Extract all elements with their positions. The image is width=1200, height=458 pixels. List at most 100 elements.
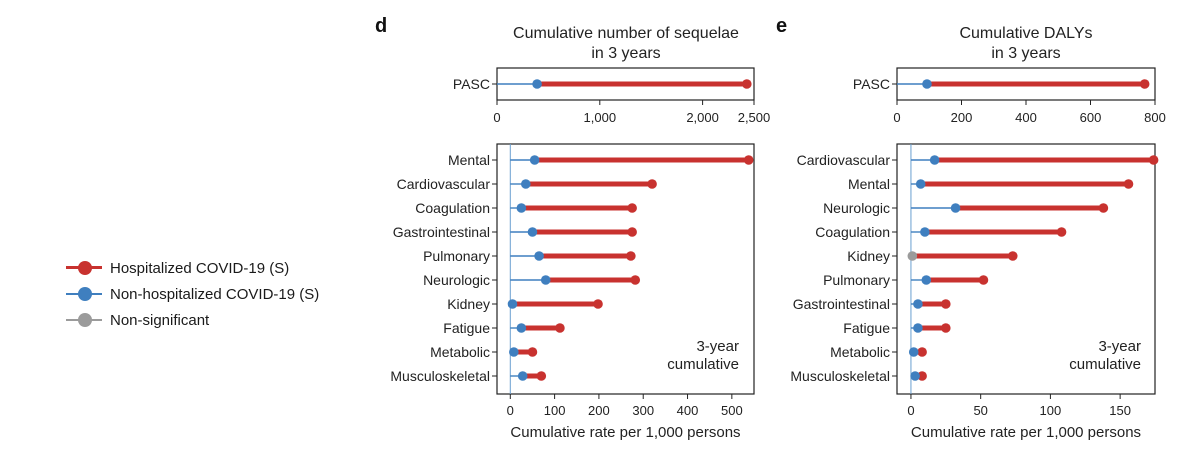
panel-d-label: d [375, 15, 387, 37]
panel-e-fatigue-non-hospitalized-point [913, 323, 923, 333]
panel-e-mental-non-hospitalized-point [915, 179, 926, 189]
panel-e-title-line: in 3 years [991, 45, 1060, 62]
panel-e-bottom-tick-label: 50 [973, 403, 987, 418]
panel-d-pulmonary-hospitalized-point [626, 251, 636, 261]
panel-d-coagulation-hospitalized-point [627, 203, 637, 213]
panel-d-top-pasc-non-hospitalized-point [532, 79, 542, 89]
panel-e-category-label: Fatigue [843, 320, 890, 336]
panel-e-neurologic-hospitalized-point [1098, 203, 1109, 213]
panel-e-category-label: Pulmonary [823, 272, 890, 288]
panel-e-top-category-label: PASC [853, 76, 890, 92]
panel-e-cardiovascular-non-hospitalized-point [929, 155, 940, 165]
panel-d-top-tick-label: 2,500 [738, 110, 771, 125]
panel-e-title-line: Cumulative DALYs [959, 25, 1092, 42]
panel-e-kidney-hospitalized-point [1007, 251, 1018, 261]
panel-e-bottom-tick-label: 150 [1109, 403, 1131, 418]
panel-d-top-tick-label: 1,000 [584, 110, 617, 125]
panel-d-annotation-line: cumulative [667, 356, 739, 373]
panel-e-top-tick-label: 0 [893, 110, 900, 125]
panel-e-pulmonary-non-hospitalized-point [921, 275, 932, 285]
panel-d-annotation-line: 3-year [696, 338, 739, 355]
panel-d-category-label: Gastrointestinal [393, 224, 490, 240]
panel-d-category-label: Neurologic [423, 272, 490, 288]
panel-e-gastrointestinal-hospitalized-point [941, 299, 951, 309]
panel-d-coagulation-non-hospitalized-point [516, 203, 527, 213]
panel-d-gastrointestinal-non-hospitalized-point [527, 227, 538, 237]
panel-d-pulmonary-non-hospitalized-point [534, 251, 544, 261]
panel-d-bottom-tick-label: 300 [632, 403, 654, 418]
panel-d-metabolic-non-hospitalized-point [509, 347, 519, 357]
panel-e-bottom-tick-label: 100 [1040, 403, 1062, 418]
panel-d-bottom-tick-label: 100 [544, 403, 566, 418]
panel-d-category-label: Kidney [447, 296, 490, 312]
panel-d-category-label: Metabolic [430, 344, 490, 360]
panel-e-pulmonary-hospitalized-point [978, 275, 989, 285]
panel-e-category-label: Metabolic [830, 344, 890, 360]
panel-d-gastrointestinal-hospitalized-point [627, 227, 637, 237]
panel-d-neurologic-hospitalized-point [630, 275, 641, 285]
panel-d-mental-non-hospitalized-point [529, 155, 540, 165]
panel-e-category-label: Neurologic [823, 200, 890, 216]
panel-e-top-tick-label: 400 [1015, 110, 1037, 125]
panel-d-top-pasc-hospitalized-point [742, 79, 752, 89]
panel-e-metabolic-non-hospitalized-point [908, 347, 919, 357]
panel-e-bottom-tick-label: 0 [907, 403, 914, 418]
panel-d-category-label: Cardiovascular [397, 176, 491, 192]
non-significant-swatch-icon [66, 313, 102, 327]
panel-e-top-pasc-non-hospitalized-point [922, 79, 932, 89]
panel-e-top-tick-label: 600 [1080, 110, 1102, 125]
panel-e-metabolic-hospitalized-point [917, 347, 927, 357]
legend-label: Hospitalized COVID-19 (S) [110, 259, 290, 277]
panel-e-label: e [776, 15, 787, 37]
panel-d-bottom-tick-label: 0 [507, 403, 514, 418]
panel-e-musculoskeletal-non-hospitalized-point [910, 371, 920, 381]
panel-d-musculoskeletal-hospitalized-point [536, 371, 547, 381]
panel-d-title-line: Cumulative number of sequelae [513, 25, 739, 42]
panel-d-kidney-hospitalized-point [593, 299, 603, 309]
panel-d-category-label: Coagulation [415, 200, 490, 216]
legend-item-non-significant: Non-significant [66, 307, 319, 333]
panel-e-x-axis-label: Cumulative rate per 1,000 persons [911, 424, 1141, 441]
panel-e-top-tick-label: 200 [951, 110, 973, 125]
panel-e-category-label: Gastrointestinal [793, 296, 890, 312]
panel-e-kidney-non-significant-point [907, 251, 918, 261]
panel-e-annotation-line: cumulative [1069, 356, 1141, 373]
panel-d-bottom-tick-label: 200 [588, 403, 610, 418]
panel-d-metabolic-hospitalized-point [527, 347, 538, 357]
non-hospitalized-swatch-icon [66, 287, 102, 301]
panel-d-category-label: Fatigue [443, 320, 490, 336]
panel-e-category-label: Mental [848, 176, 890, 192]
legend-label: Non-hospitalized COVID-19 (S) [110, 285, 320, 303]
legend-item-hospitalized: Hospitalized COVID-19 (S) [66, 255, 319, 281]
hospitalized-swatch-icon [66, 261, 102, 275]
panel-e-mental-hospitalized-point [1123, 179, 1134, 189]
panel-d-top-tick-label: 2,000 [686, 110, 719, 125]
panel-d-kidney-non-hospitalized-point [507, 299, 518, 309]
panel-e-coagulation-non-hospitalized-point [920, 227, 930, 237]
panel-e-category-label: Coagulation [815, 224, 890, 240]
panel-d-neurologic-non-hospitalized-point [540, 275, 551, 285]
panel-d-top-tick-label: 0 [493, 110, 500, 125]
panel-d-bottom-frame [496, 143, 755, 395]
panel-e-top-tick-label: 800 [1144, 110, 1166, 125]
panel-e-gastrointestinal-non-hospitalized-point [913, 299, 923, 309]
panel-e-neurologic-non-hospitalized-point [950, 203, 961, 213]
panel-d-category-label: Mental [448, 152, 490, 168]
panel-d-cardiovascular-non-hospitalized-point [521, 179, 531, 189]
panel-e-annotation-line: 3-year [1098, 338, 1141, 355]
panel-e-cardiovascular-hospitalized-point [1148, 155, 1159, 165]
panel-d-x-axis-label: Cumulative rate per 1,000 persons [510, 424, 740, 441]
panel-d-mental-hospitalized-point [743, 155, 754, 165]
panel-e-category-label: Musculoskeletal [790, 368, 890, 384]
panel-d-bottom-tick-label: 400 [677, 403, 699, 418]
panel-d-category-label: Musculoskeletal [390, 368, 490, 384]
panel-d-fatigue-non-hospitalized-point [516, 323, 527, 333]
panel-d-bottom-tick-label: 500 [721, 403, 743, 418]
panel-e-coagulation-hospitalized-point [1056, 227, 1067, 237]
legend-item-non-hospitalized: Non-hospitalized COVID-19 (S) [66, 281, 319, 307]
panel-e-bottom-frame [896, 143, 1156, 395]
panel-e-top-pasc-hospitalized-point [1139, 79, 1150, 89]
panel-e-musculoskeletal-hospitalized-point [917, 371, 927, 381]
panel-e-category-label: Kidney [847, 248, 890, 264]
